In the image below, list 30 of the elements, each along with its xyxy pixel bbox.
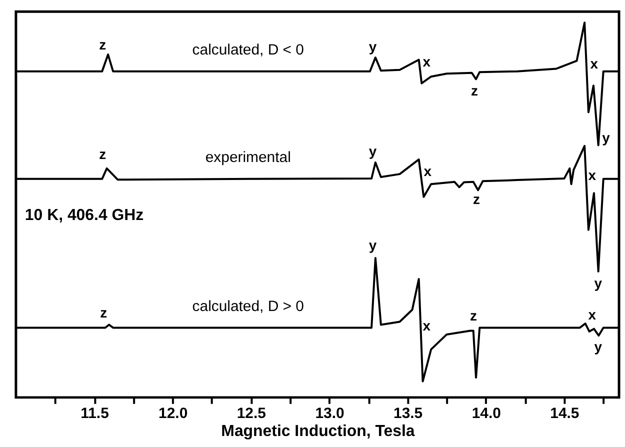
x-tick-label: 12.5 [236, 404, 266, 422]
annotation: x [422, 318, 431, 334]
text: 13.0 [315, 404, 344, 422]
annotation: x [422, 53, 431, 70]
annotation: z [99, 36, 106, 53]
x-tick-label: 11.5 [80, 404, 109, 422]
x-tick-label: 13.5 [394, 404, 423, 422]
text: 14.0 [472, 404, 501, 422]
series-label: calculated, D > 0 [192, 298, 304, 315]
annotation: x [588, 306, 596, 323]
text: 12.0 [158, 404, 188, 422]
annotation: z [472, 191, 480, 208]
annotation: y [594, 338, 602, 355]
annotation: z [100, 304, 108, 321]
annotation: y [368, 143, 377, 160]
series-label: calculated, D < 0 [192, 41, 304, 58]
annotation: z [470, 82, 478, 98]
annotation: y [368, 38, 377, 55]
annotation: x [588, 167, 596, 184]
annotation: x [590, 55, 598, 72]
annotation: y [602, 129, 610, 146]
series-label: experimental [205, 148, 291, 166]
x-tick-label: 14.5 [550, 404, 580, 422]
x-axis-title: Magnetic Induction, Tesla [221, 422, 415, 440]
annotation: 10 K, 406.4 GHz [24, 207, 144, 224]
annotation: z [99, 146, 106, 162]
annotation: y [594, 274, 602, 291]
annotation: y [368, 236, 377, 253]
annotation: x [424, 163, 432, 180]
annotation: z [470, 308, 477, 324]
